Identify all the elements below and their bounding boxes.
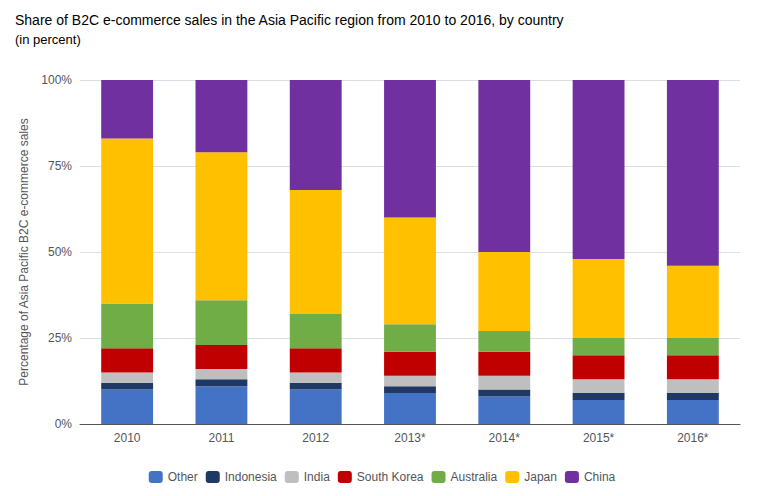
svg-text:0%: 0%: [55, 417, 73, 431]
svg-text:Other: Other: [168, 470, 198, 484]
svg-text:Japan: Japan: [524, 470, 557, 484]
svg-text:2010: 2010: [114, 431, 141, 445]
svg-text:Indonesia: Indonesia: [225, 470, 277, 484]
svg-text:China: China: [584, 470, 616, 484]
svg-text:25%: 25%: [48, 331, 72, 345]
svg-text:100%: 100%: [41, 73, 72, 87]
svg-text:(in percent): (in percent): [15, 32, 81, 47]
svg-text:2016*: 2016*: [677, 431, 709, 445]
svg-text:2015*: 2015*: [583, 431, 615, 445]
svg-text:India: India: [304, 470, 330, 484]
svg-text:Australia: Australia: [451, 470, 498, 484]
svg-text:2011: 2011: [209, 431, 235, 445]
svg-text:2012: 2012: [302, 431, 329, 445]
svg-text:Percentage of Asia Pacific B2C: Percentage of Asia Pacific B2C e-commerc…: [17, 118, 31, 385]
svg-text:2013*: 2013*: [394, 431, 426, 445]
svg-text:50%: 50%: [48, 245, 72, 259]
svg-text:2014*: 2014*: [489, 431, 521, 445]
svg-text:South Korea: South Korea: [357, 470, 424, 484]
svg-text:75%: 75%: [48, 159, 72, 173]
svg-text:Share of B2C e-commerce sales: Share of B2C e-commerce sales in the Asi…: [15, 12, 564, 28]
